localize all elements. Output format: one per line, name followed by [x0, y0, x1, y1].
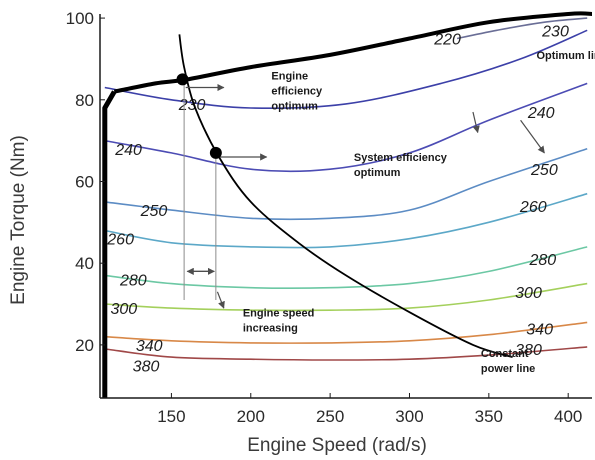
contour-label-340: 340 — [136, 338, 163, 355]
annotation-line: increasing — [243, 322, 298, 334]
contour-line-300 — [104, 282, 588, 312]
contour-lines — [104, 17, 588, 361]
contour-label-380: 380 — [515, 342, 542, 359]
max-torque-boundary-curve — [113, 11, 593, 94]
contour-label-280: 280 — [528, 252, 556, 269]
constant-power-line — [178, 34, 513, 358]
annotation-text: Optimum line — [536, 50, 595, 62]
annotation-text: Engine efficiency optimum — [271, 70, 323, 112]
y-tick-label: 20 — [75, 336, 94, 355]
contour-label-260: 260 — [106, 232, 134, 249]
x-tick-label: 200 — [237, 407, 265, 426]
contour-label-300: 300 — [110, 301, 137, 318]
annotation-line: optimum — [271, 100, 318, 112]
y-axis-ticks: 20 40 60 80 100 — [66, 9, 105, 355]
contour-label-260: 260 — [519, 199, 547, 216]
x-axis-ticks: 150 200 250 300 350 400 — [157, 393, 582, 426]
x-tick-label: 350 — [475, 407, 503, 426]
contour-labels: 220 230 230 240 240 250 250 260 260 280 280 300 300 3… — [106, 23, 569, 375]
x-tick-label: 250 — [316, 407, 344, 426]
contour-label-250: 250 — [140, 203, 168, 220]
contour-label-280: 280 — [119, 273, 147, 290]
optimum-point — [209, 146, 222, 159]
contour-line-250 — [104, 148, 588, 221]
y-tick-label: 100 — [66, 9, 94, 28]
contour-label-240: 240 — [114, 142, 142, 159]
y-tick-label: 60 — [75, 172, 94, 191]
annotation-line: power line — [481, 363, 535, 375]
contour-label-250: 250 — [530, 162, 558, 179]
annotation-arrow — [520, 119, 545, 154]
annotation-line: efficiency — [271, 85, 323, 97]
y-tick-label: 80 — [75, 91, 94, 110]
annotation-line: Engine — [271, 70, 308, 82]
contour-line-340 — [104, 321, 588, 344]
annotation-text: Constant power line — [481, 348, 535, 375]
contour-line-260 — [104, 192, 588, 249]
annotation-text: System efficiency optimum — [354, 152, 448, 179]
annotation-text: Engine speed increasing — [243, 307, 315, 334]
x-tick-label: 300 — [395, 407, 423, 426]
contour-line-240 — [104, 82, 588, 173]
annotation-arrow — [216, 291, 225, 309]
annotation-line: optimum — [354, 167, 401, 179]
contour-line-280 — [104, 246, 588, 290]
axes: 150 200 250 300 350 400 20 40 60 80 100 — [66, 9, 592, 426]
contour-label-380: 380 — [133, 358, 160, 375]
annotation-line: Constant — [481, 348, 529, 360]
contour-line-380 — [104, 346, 588, 361]
contour-label-340: 340 — [526, 322, 553, 339]
x-tick-label: 150 — [157, 407, 185, 426]
y-axis-title: Engine Torque (Nm) — [8, 135, 29, 305]
contour-line-220 — [456, 17, 588, 40]
annotation-line: Optimum line — [536, 50, 595, 62]
series-lines — [102, 11, 593, 398]
contour-label-230: 230 — [178, 97, 206, 114]
x-tick-label: 400 — [554, 407, 582, 426]
annotation-arrows — [185, 83, 545, 309]
contour-label-300: 300 — [515, 285, 542, 302]
contour-label-240: 240 — [527, 105, 555, 122]
optimum-points — [176, 73, 222, 159]
plot-area: 220 230 230 240 240 250 250 260 260 280 280 300 300 3… — [102, 11, 595, 398]
contour-line-230 — [104, 29, 588, 109]
guide-lines — [183, 79, 217, 300]
optimum-point — [176, 73, 189, 86]
contour-label-230: 230 — [541, 23, 569, 40]
annotation-arrow — [472, 111, 480, 134]
contour-label-220: 220 — [433, 32, 461, 49]
annotation-line: System efficiency — [354, 152, 448, 164]
y-tick-label: 40 — [75, 254, 94, 273]
annotation-line: Engine speed — [243, 307, 315, 319]
max-torque-boundary-vertical — [102, 90, 117, 398]
x-axis-title: Engine Speed (rad/s) — [247, 435, 427, 456]
